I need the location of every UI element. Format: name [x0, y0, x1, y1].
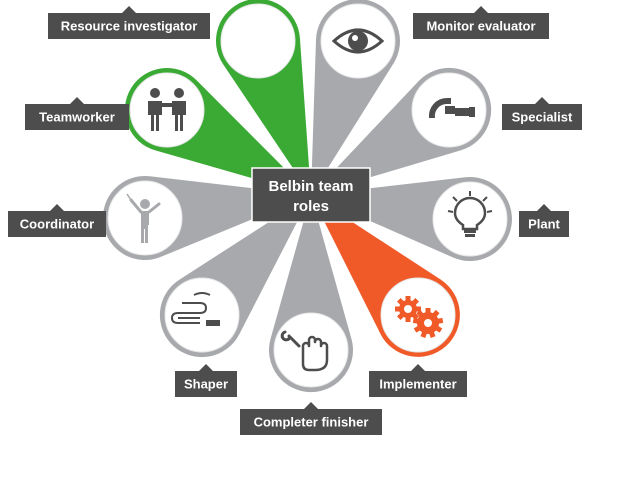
gears-icon	[395, 296, 444, 338]
center-title-line-1: Belbin team	[268, 178, 353, 195]
icon-circle-implementer	[380, 277, 456, 353]
glove-icon	[280, 330, 329, 372]
icon-circle-teamworker	[129, 72, 205, 148]
label-teamworker: Teamworker	[25, 97, 129, 130]
eye-icon	[331, 28, 385, 54]
label-plant: Plant	[519, 204, 569, 237]
icon-layer	[126, 23, 493, 372]
label-coordinator: Coordinator	[8, 204, 106, 237]
label-specialist: Specialist	[502, 97, 582, 130]
role-label-text: Coordinator	[20, 217, 94, 232]
role-label-text: Completer finisher	[254, 415, 369, 430]
icon-circle-plant	[432, 181, 508, 257]
role-label-text: Teamworker	[39, 110, 115, 125]
people-icon	[148, 88, 186, 131]
micrometer-icon	[428, 97, 475, 118]
role-label-text: Monitor evaluator	[426, 19, 535, 34]
role-label-text: Specialist	[512, 110, 573, 125]
icon-circle-completer-finisher	[273, 312, 349, 388]
wedge-layer	[102, 0, 512, 393]
center-title-line-2: roles	[293, 198, 329, 215]
conductor-icon	[126, 193, 161, 243]
spring-icon	[170, 292, 220, 326]
label-implementer: Implementer	[369, 364, 467, 397]
role-label-text: Resource investigator	[61, 19, 198, 34]
label-resource-investigator: Resource investigator	[48, 6, 210, 39]
role-label-text: Plant	[528, 217, 560, 232]
icon-circle-shaper	[164, 277, 240, 353]
role-label-text: Implementer	[379, 377, 456, 392]
label-completer-finisher: Completer finisher	[240, 402, 382, 435]
center-box: Belbin team roles	[251, 167, 371, 223]
label-shaper: Shaper	[175, 364, 237, 397]
lightbulb-icon	[447, 191, 493, 237]
label-layer: Resource investigator Monitor evaluator Te…	[8, 6, 582, 435]
role-label-text: Shaper	[184, 377, 228, 392]
label-monitor-evaluator: Monitor evaluator	[413, 6, 549, 39]
phone-icon	[240, 23, 274, 61]
icon-circle-resource-investigator	[220, 3, 296, 79]
